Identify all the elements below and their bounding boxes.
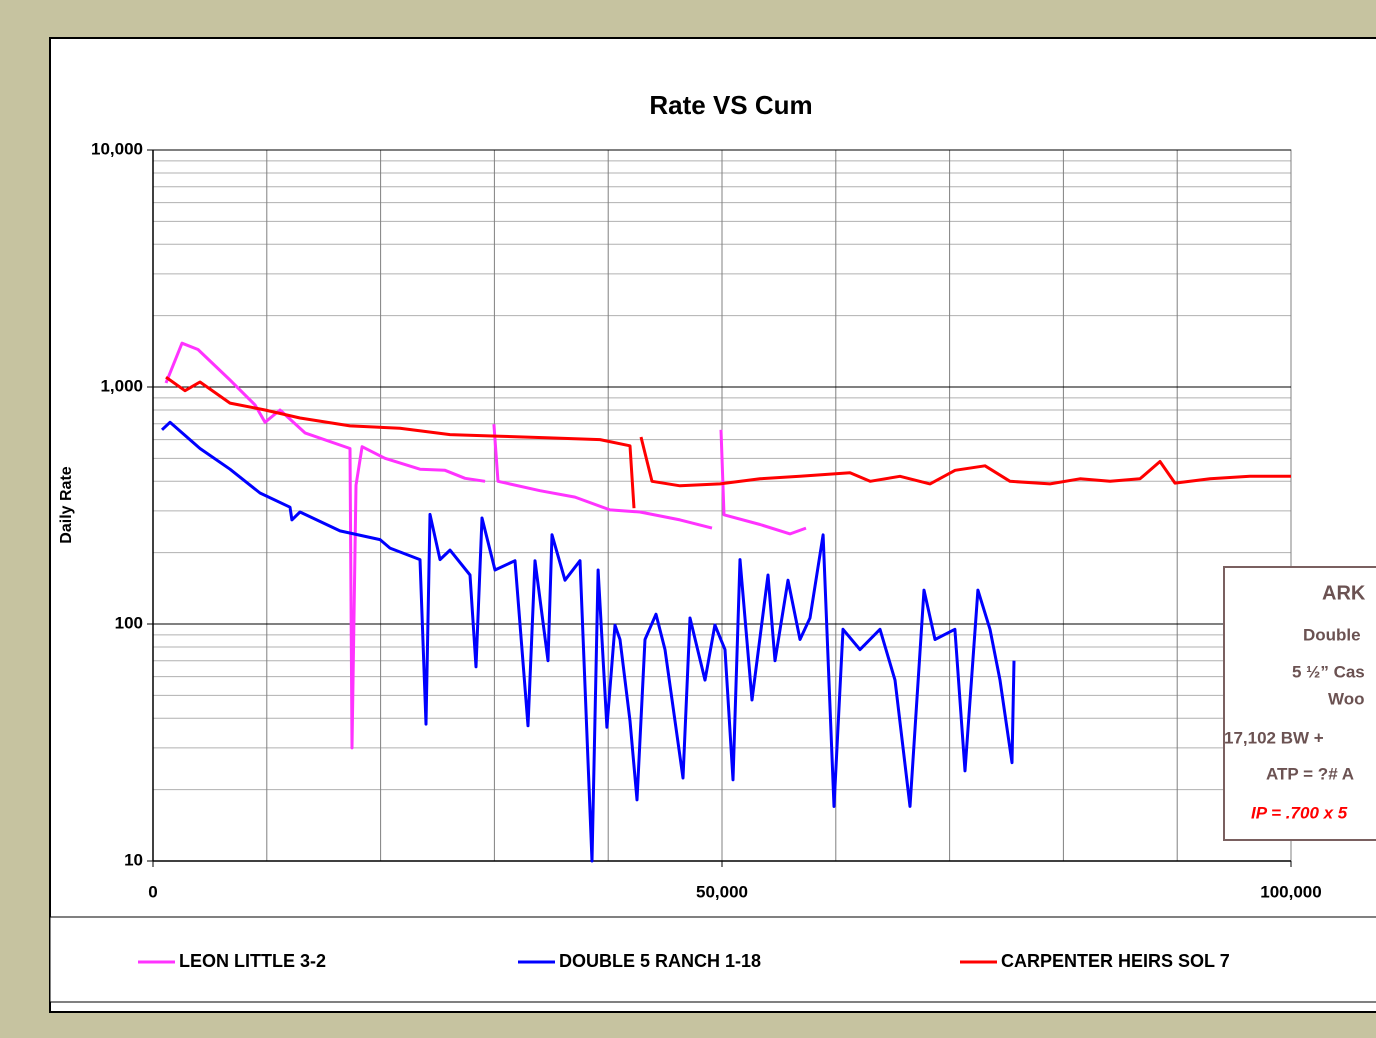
x-tick-label: 100,000 bbox=[1260, 882, 1321, 901]
x-tick-label: 50,000 bbox=[696, 882, 748, 901]
series-line bbox=[160, 420, 1016, 863]
lines bbox=[160, 341, 1291, 863]
series-line bbox=[164, 341, 807, 750]
y-axis-label: Daily Rate bbox=[58, 466, 75, 543]
y-tick-label: 10,000 bbox=[91, 139, 143, 158]
annotation-text: 5 ½” Cas bbox=[1292, 662, 1365, 681]
y-tick-label: 1,000 bbox=[100, 376, 143, 395]
legend-label: LEON LITTLE 3-2 bbox=[179, 951, 326, 971]
legend-label: CARPENTER HEIRS SOL 7 bbox=[1001, 951, 1230, 971]
annotation-text: ATP = ?# A bbox=[1266, 764, 1354, 783]
annotation-text: ARK bbox=[1322, 582, 1366, 604]
chart-title: Rate VS Cum bbox=[649, 90, 812, 120]
annotation-text: 17,102 BW + bbox=[1224, 728, 1324, 747]
annotation-box: ARK Double 5 ½” Cas Woo 17,102 BW + ATP = ?# … bbox=[1223, 566, 1376, 841]
legend-label: DOUBLE 5 RANCH 1-18 bbox=[559, 951, 761, 971]
annotation-text: Woo bbox=[1328, 689, 1365, 708]
y-tick-label: 100 bbox=[115, 613, 143, 632]
series-line bbox=[165, 375, 1291, 509]
legend-box bbox=[49, 916, 1376, 1003]
y-tick-label: 10 bbox=[124, 850, 143, 869]
annotation-text: IP = .700 x 5 bbox=[1251, 803, 1348, 822]
annotation-frame bbox=[1223, 566, 1376, 841]
x-tick-label: 0 bbox=[148, 882, 157, 901]
grid: 10 100 1,000 10,000 0 50,000 100,000 bbox=[91, 139, 1322, 901]
annotation-text: Double bbox=[1303, 625, 1361, 644]
